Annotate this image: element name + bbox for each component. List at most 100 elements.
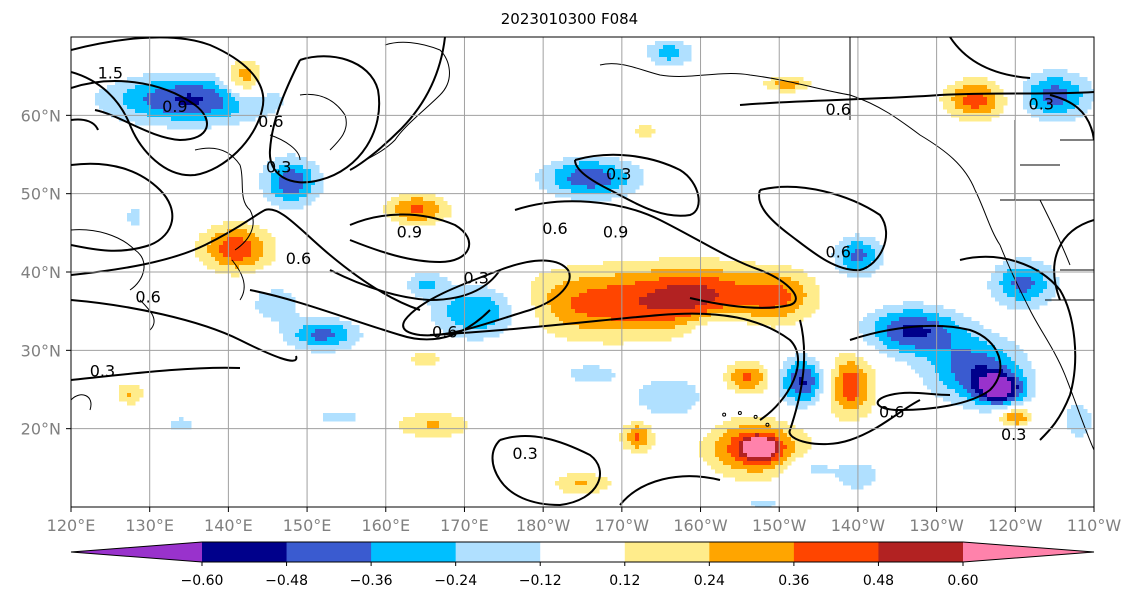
lon-tick-label: 130°E [125, 516, 174, 535]
contour-label: 0.9 [603, 222, 628, 241]
lat-tick-label: 20°N [21, 420, 61, 439]
contour-line [739, 91, 1094, 106]
lon-tick-label: 140°E [204, 516, 253, 535]
coastline [71, 229, 145, 291]
lat-tick-label: 50°N [21, 185, 61, 204]
colorbar-bin [540, 542, 626, 562]
colorbar-tick-label: −0.36 [350, 573, 393, 589]
contour-line [788, 319, 921, 446]
lon-tick-label: 170°W [595, 516, 650, 535]
contour-line [71, 80, 208, 142]
contour-label: 0.6 [826, 243, 851, 262]
lon-tick-label: 150°E [283, 516, 332, 535]
lon-tick-label: 160°E [361, 516, 410, 535]
contour-label: 0.6 [286, 249, 311, 268]
island [753, 414, 758, 419]
colorbar-bin [202, 542, 288, 562]
contour-line [249, 289, 491, 341]
lon-tick-label: 170°E [440, 516, 489, 535]
colorbar-bin [793, 542, 879, 562]
colorbar-tick-label: 0.60 [947, 573, 978, 589]
colorbar-tick-label: 0.36 [778, 573, 809, 589]
contour-line [268, 55, 381, 184]
contour-line [619, 475, 721, 506]
contour-label: 0.9 [162, 97, 187, 116]
map-title: 2023010300 F084 [500, 10, 639, 28]
coastline [599, 63, 1001, 246]
coastlines-layer [71, 37, 1094, 451]
contour-line [71, 162, 174, 252]
colorbar-extension-low [71, 542, 202, 562]
lat-tick-label: 30°N [21, 341, 61, 360]
colorbar-bin [455, 542, 541, 562]
contour-label: 0.6 [826, 100, 851, 119]
lat-tick-label: 60°N [21, 106, 61, 125]
gridlines-layer [71, 37, 1094, 507]
colorbar-tick-label: −0.48 [265, 573, 308, 589]
contour-label: 0.6 [879, 402, 904, 421]
contour-label: 0.6 [258, 112, 283, 131]
contour-line [949, 37, 1031, 79]
contour-label: 0.6 [135, 287, 160, 306]
colorbar-bin [371, 542, 457, 562]
contour-line [71, 118, 99, 131]
contour-line [1049, 94, 1094, 141]
contour-labels-layer: 1.5 0.9 0.6 0.3 0.6 0.6 0.3 0.9 0.3 0.6 0.6 0.9 0.3 0… [90, 63, 1054, 463]
lon-tick-label: 140°W [831, 516, 886, 535]
colorbar-tick-label: −0.24 [434, 573, 477, 589]
contour-line [491, 434, 601, 507]
colorbar-tick-label: 0.48 [863, 573, 894, 589]
lon-tick-label: 120°E [47, 516, 96, 535]
contour-line [71, 366, 241, 381]
coastline [269, 134, 301, 161]
colorbar-bin [286, 542, 372, 562]
island [737, 411, 742, 415]
contour-line [574, 153, 700, 217]
contour-label: 0.3 [512, 444, 537, 463]
coastline [231, 259, 245, 301]
lon-tick-label: 120°W [988, 516, 1043, 535]
contour-line [514, 200, 797, 309]
lon-tick-label: 130°W [909, 516, 964, 535]
colorbar-tick-label: −0.12 [519, 573, 562, 589]
contour-line [402, 259, 571, 337]
contour-label: 0.3 [464, 268, 489, 287]
contour-label: 0.3 [1029, 95, 1054, 114]
coastline [1039, 199, 1071, 266]
island [765, 422, 770, 427]
contour-label: 0.3 [606, 164, 631, 183]
colorbar-bin [709, 542, 795, 562]
contour-label: 0.3 [90, 362, 115, 381]
lon-tick-label: 150°W [752, 516, 807, 535]
contour-label: 0.6 [432, 323, 457, 342]
contour-line [1053, 219, 1094, 301]
contour-line [349, 213, 471, 264]
coastline [194, 147, 254, 251]
coastline [139, 299, 155, 331]
contour-line [849, 324, 1002, 412]
contour-line [429, 312, 800, 421]
coastline [361, 41, 450, 163]
contour-label: 0.3 [1001, 425, 1026, 444]
lon-tick-label: 180°W [516, 516, 571, 535]
contour-line [71, 208, 421, 311]
colorbar-extension-high [963, 542, 1094, 562]
axis-ticks-layer: 120°E 130°E 140°E 150°E 160°E 170°E 180°W 170°W… [21, 106, 1122, 535]
colorbar: −0.60 −0.48 −0.36 −0.24 −0.12 0.12 0.24 0.36 0.4… [70, 541, 1095, 589]
colorbar-bin [878, 542, 964, 562]
contour-label: 1.5 [98, 63, 123, 82]
contour-line [959, 255, 1077, 441]
contour-label: 0.6 [542, 219, 567, 238]
coastline [71, 394, 92, 411]
lon-tick-label: 160°W [673, 516, 728, 535]
colorbar-bin [624, 542, 710, 562]
lat-tick-label: 40°N [21, 263, 61, 282]
island [722, 412, 727, 417]
contour-line [71, 299, 298, 362]
colorbar-tick-label: 0.12 [609, 573, 640, 589]
colorbar-tick-label: −0.60 [181, 573, 224, 589]
shaded-anomaly-layer [95, 41, 1094, 507]
contour-label: 0.9 [397, 222, 422, 241]
colorbar-tick-label: 0.24 [694, 573, 725, 589]
